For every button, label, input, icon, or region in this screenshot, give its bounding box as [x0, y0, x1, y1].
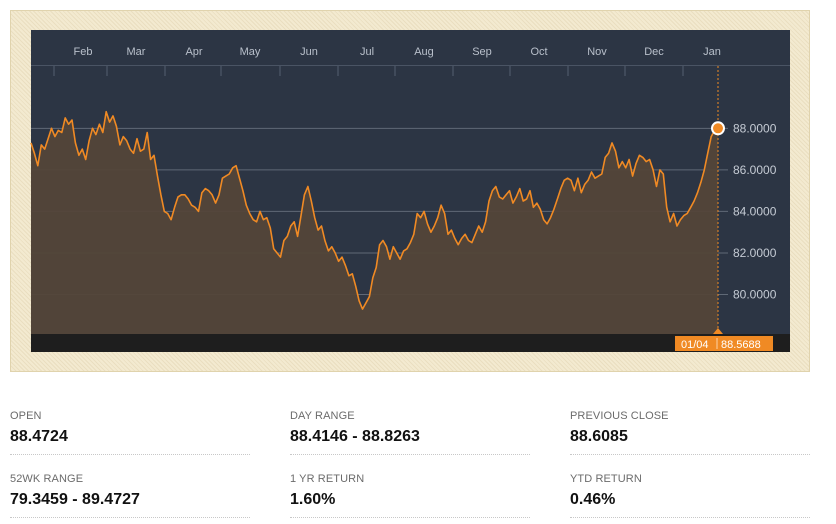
y-tick-label: 84.0000: [733, 204, 777, 218]
x-tick-label: Dec: [644, 46, 664, 58]
x-tick-label: Oct: [530, 46, 547, 58]
stat-52wk-range: 52WK RANGE 79.3459 - 89.4727: [10, 463, 250, 518]
highlight-tag: 01/04 88.5688: [675, 336, 773, 351]
stat-value: 88.4146 - 88.8263: [290, 428, 420, 445]
highlight-date: 01/04: [681, 339, 709, 351]
x-tick-label: Feb: [74, 46, 93, 58]
price-chart[interactable]: Feb Mar Apr May Jun Jul Aug Sep Oct Nov Dec Jan 88.…: [0, 0, 836, 400]
x-tick-label: Jun: [300, 46, 318, 58]
bottom-bar: [31, 334, 790, 352]
stat-open: OPEN 88.4724: [10, 400, 250, 455]
x-tick-label: Aug: [414, 46, 434, 58]
stat-previous-close: PREVIOUS CLOSE 88.6085: [570, 400, 810, 455]
stat-label: PREVIOUS CLOSE: [570, 410, 669, 422]
stat-value: 1.60%: [290, 491, 336, 508]
stat-value: 88.6085: [570, 428, 628, 445]
stat-value: 88.4724: [10, 428, 68, 445]
stat-1yr-return: 1 YR RETURN 1.60%: [290, 463, 530, 518]
x-tick-label: Sep: [472, 46, 492, 58]
stat-value: 79.3459 - 89.4727: [10, 491, 140, 508]
stat-ytd-return: YTD RETURN 0.46%: [570, 463, 810, 518]
stat-label: 1 YR RETURN: [290, 473, 365, 485]
y-tick-label: 86.0000: [733, 163, 777, 177]
highlight-value: 88.5688: [721, 339, 761, 351]
crosshair-pointer: [713, 328, 723, 334]
x-tick-label: May: [240, 46, 261, 58]
x-tick-label: Jan: [703, 46, 721, 58]
price-area: [31, 111, 718, 334]
y-tick-label: 82.0000: [733, 246, 777, 260]
stat-label: DAY RANGE: [290, 410, 355, 422]
stat-label: YTD RETURN: [570, 473, 642, 485]
x-tick-label: Nov: [587, 46, 607, 58]
y-tick-label: 80.0000: [733, 288, 777, 302]
x-tick-label: Mar: [127, 46, 146, 58]
stat-day-range: DAY RANGE 88.4146 - 88.8263: [290, 400, 530, 455]
stat-label: OPEN: [10, 410, 42, 422]
stat-label: 52WK RANGE: [10, 473, 84, 485]
y-tick-label: 88.0000: [733, 121, 777, 135]
last-price-marker[interactable]: [711, 121, 725, 136]
x-tick-label: Jul: [360, 46, 374, 58]
stat-value: 0.46%: [570, 491, 616, 508]
price-line: [30, 110, 719, 310]
x-tick-label: Apr: [185, 46, 202, 58]
